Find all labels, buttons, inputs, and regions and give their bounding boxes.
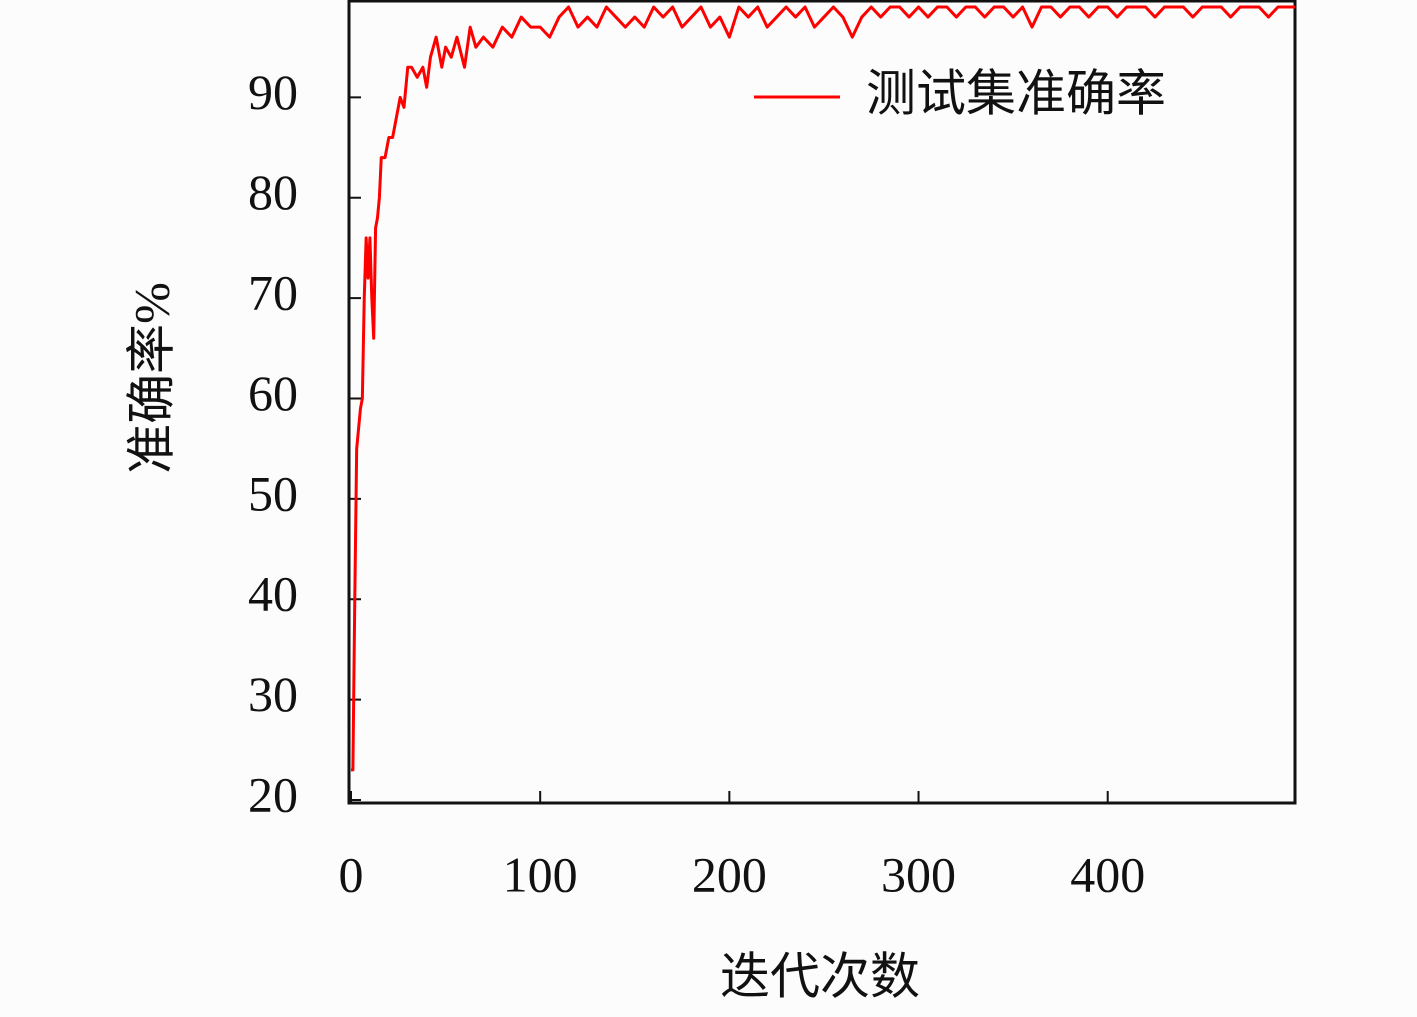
y-tick-label: 50 <box>248 465 298 521</box>
x-axis-label: 迭代次数 <box>720 948 920 1004</box>
y-tick-label: 90 <box>248 64 298 120</box>
y-tick-label: 80 <box>248 164 298 220</box>
plot-frame <box>347 0 1297 805</box>
y-tick-label: 70 <box>248 265 298 321</box>
x-tick-label: 300 <box>881 846 956 902</box>
y-tick-label: 40 <box>248 566 298 622</box>
data-line <box>351 5 1295 772</box>
y-axis-label: 准确率% <box>123 282 179 474</box>
y-tick-label: 30 <box>248 666 298 722</box>
legend-label: 测试集准确率 <box>866 65 1166 121</box>
y-tick-label: 20 <box>248 766 298 822</box>
x-tick-label: 100 <box>503 846 578 902</box>
y-tick-label: 60 <box>248 365 298 421</box>
x-tick-label: 200 <box>692 846 767 902</box>
x-tick-label: 400 <box>1070 846 1145 902</box>
x-tick-label: 0 <box>339 846 364 902</box>
